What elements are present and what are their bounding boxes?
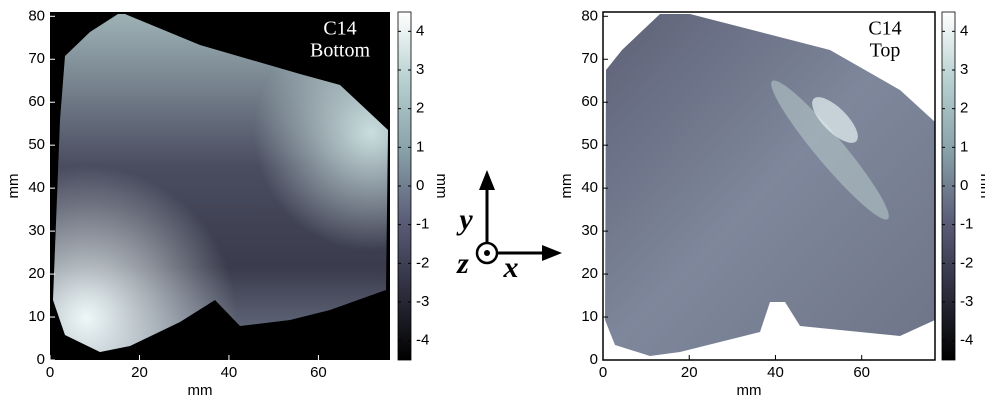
y-tick-label: 80 [28,7,45,24]
axis-letter: y [456,203,473,236]
y-tick-label: 60 [581,93,598,110]
x-axis-label: mm [188,382,213,399]
x-tick-label: 60 [310,364,327,381]
x-tick-label: 0 [599,364,607,381]
y-tick-label: 30 [28,222,45,239]
colorbar-label: mm [433,174,450,199]
colorbar-tick-label: 1 [960,138,968,155]
y-tick-label: 70 [581,50,598,67]
x-tick-label: 20 [681,364,698,381]
colorbar-tick-label: 4 [960,22,968,39]
y-tick-label: 50 [28,136,45,153]
colorbar-tick-label: 4 [416,22,424,39]
axis-letter: x [503,251,519,284]
plot-frame [602,11,936,361]
colorbar-tick-label: -2 [416,254,429,271]
x-tick-label: 60 [853,364,870,381]
annotation: C14 [323,18,356,40]
axes-icon: y z x [456,170,562,284]
surface-bottom [50,12,390,360]
annotation: Bottom [310,40,370,62]
x-tick-label: 0 [46,364,54,381]
y-tick-label: 40 [581,179,598,196]
colorbar-tick-label: -3 [960,293,973,310]
y-tick-label: 60 [28,93,45,110]
colorbar-tick-label: -2 [960,254,973,271]
colorbar-tick-label: 0 [960,177,968,194]
y-tick-label: 70 [28,50,45,67]
colorbar-tick-label: 2 [960,100,968,117]
annotation: C14 [868,18,901,40]
y-tick-label: 20 [28,265,45,282]
y-tick-label: 0 [37,351,45,368]
annotation: Top [870,40,901,62]
colorbar-tick-label: -4 [416,332,429,349]
x-tick-label: 40 [221,364,238,381]
y-tick-label: 30 [581,222,598,239]
colorbar-tick-label: -4 [960,332,973,349]
y-tick-label: 50 [581,136,598,153]
colorbar-tick-label: -3 [416,293,429,310]
y-tick-label: 0 [590,351,598,368]
colorbar-tick-label: 3 [416,61,424,78]
y-axis-label: mm [5,174,22,199]
y-axis-label: mm [558,174,575,199]
colorbar-tick-label: 0 [416,177,424,194]
y-tick-label: 40 [28,179,45,196]
x-axis-label: mm [737,382,762,399]
colorbar-tick-label: -1 [416,216,429,233]
y-tick-label: 10 [28,308,45,325]
y-tick-label: 80 [581,7,598,24]
colorbar-tick-label: 2 [416,100,424,117]
colorbar-tick-label: 3 [960,61,968,78]
y-tick-label: 10 [581,308,598,325]
surface-top [605,14,935,356]
x-tick-label: 20 [131,364,148,381]
colorbar-label: mm [977,174,985,199]
x-tick-label: 40 [767,364,784,381]
axis-letter: z [456,247,469,280]
y-tick-label: 20 [581,265,598,282]
colorbar-tick-label: -1 [960,216,973,233]
colorbar-tick-label: 1 [416,138,424,155]
